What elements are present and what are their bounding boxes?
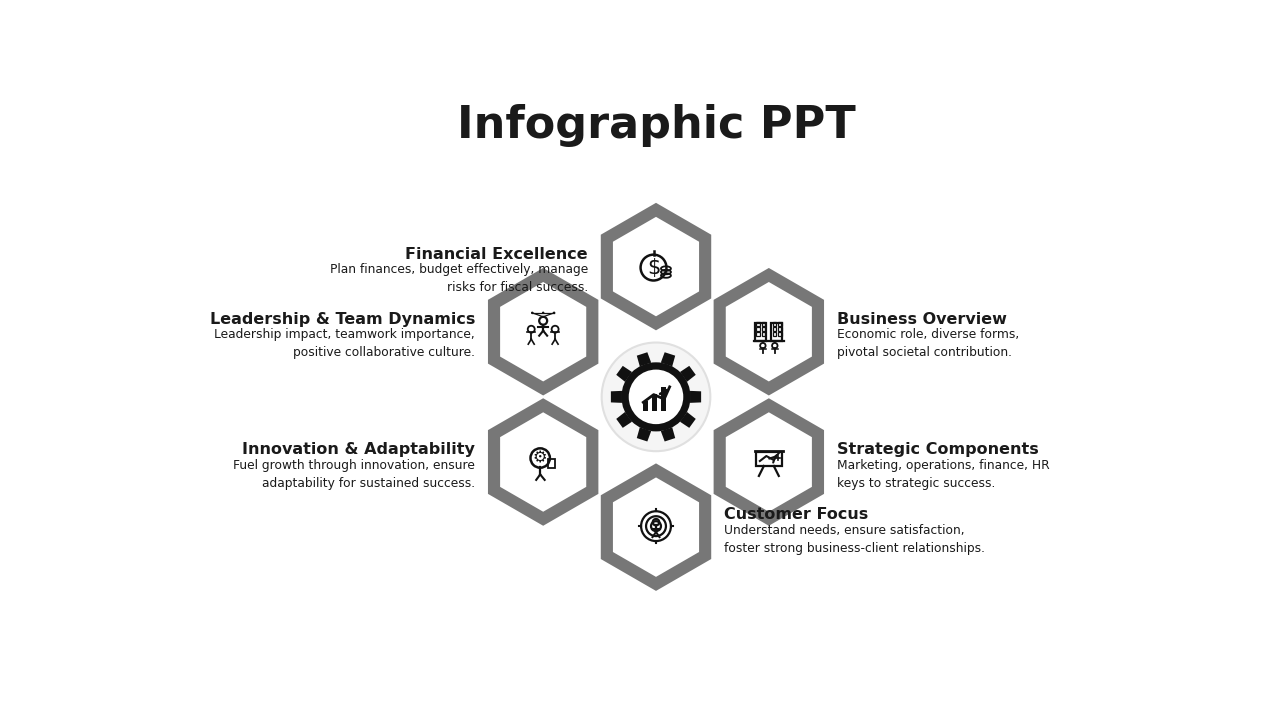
Polygon shape (616, 412, 632, 428)
Polygon shape (714, 268, 824, 395)
Polygon shape (660, 352, 676, 366)
Polygon shape (613, 217, 699, 316)
Polygon shape (600, 464, 712, 591)
Text: Economic role, diverse forms,
pivotal societal contribution.: Economic role, diverse forms, pivotal so… (837, 328, 1019, 359)
Text: Leadership & Team Dynamics: Leadership & Team Dynamics (210, 312, 475, 327)
Text: Innovation & Adaptability: Innovation & Adaptability (242, 442, 475, 457)
Text: Marketing, operations, finance, HR
keys to strategic success.: Marketing, operations, finance, HR keys … (837, 459, 1050, 490)
Polygon shape (726, 282, 812, 382)
Polygon shape (726, 413, 812, 512)
Circle shape (553, 312, 556, 314)
Text: Business Overview: Business Overview (837, 312, 1007, 327)
Text: Fuel growth through innovation, ensure
adaptability for sustained success.: Fuel growth through innovation, ensure a… (233, 459, 475, 490)
FancyBboxPatch shape (652, 394, 657, 411)
Polygon shape (616, 366, 632, 382)
Polygon shape (611, 391, 622, 403)
Polygon shape (714, 398, 824, 526)
Text: Financial Excellence: Financial Excellence (406, 247, 588, 262)
Polygon shape (636, 428, 652, 441)
Polygon shape (690, 391, 701, 403)
Polygon shape (660, 428, 676, 441)
Polygon shape (500, 282, 586, 382)
FancyBboxPatch shape (644, 402, 648, 411)
Circle shape (531, 312, 534, 314)
Circle shape (628, 369, 684, 424)
Text: Understand needs, ensure satisfaction,
foster strong business-client relationshi: Understand needs, ensure satisfaction, f… (724, 524, 986, 555)
FancyBboxPatch shape (660, 387, 666, 411)
Polygon shape (636, 352, 652, 366)
Text: Leadership impact, teamwork importance,
positive collaborative culture.: Leadership impact, teamwork importance, … (214, 328, 475, 359)
Polygon shape (500, 413, 586, 512)
Polygon shape (488, 268, 598, 395)
Polygon shape (488, 398, 598, 526)
Circle shape (622, 362, 690, 431)
Text: $: $ (646, 258, 660, 278)
Text: Plan finances, budget effectively, manage
risks for fiscal success.: Plan finances, budget effectively, manag… (329, 264, 588, 294)
Polygon shape (680, 366, 696, 382)
Text: Infographic PPT: Infographic PPT (457, 104, 855, 147)
Text: ⚙: ⚙ (532, 451, 548, 466)
Polygon shape (680, 412, 696, 428)
Polygon shape (600, 203, 712, 330)
Polygon shape (613, 477, 699, 577)
Circle shape (541, 312, 544, 314)
Text: Strategic Components: Strategic Components (837, 442, 1039, 457)
Text: Customer Focus: Customer Focus (724, 508, 868, 523)
Circle shape (602, 343, 710, 451)
